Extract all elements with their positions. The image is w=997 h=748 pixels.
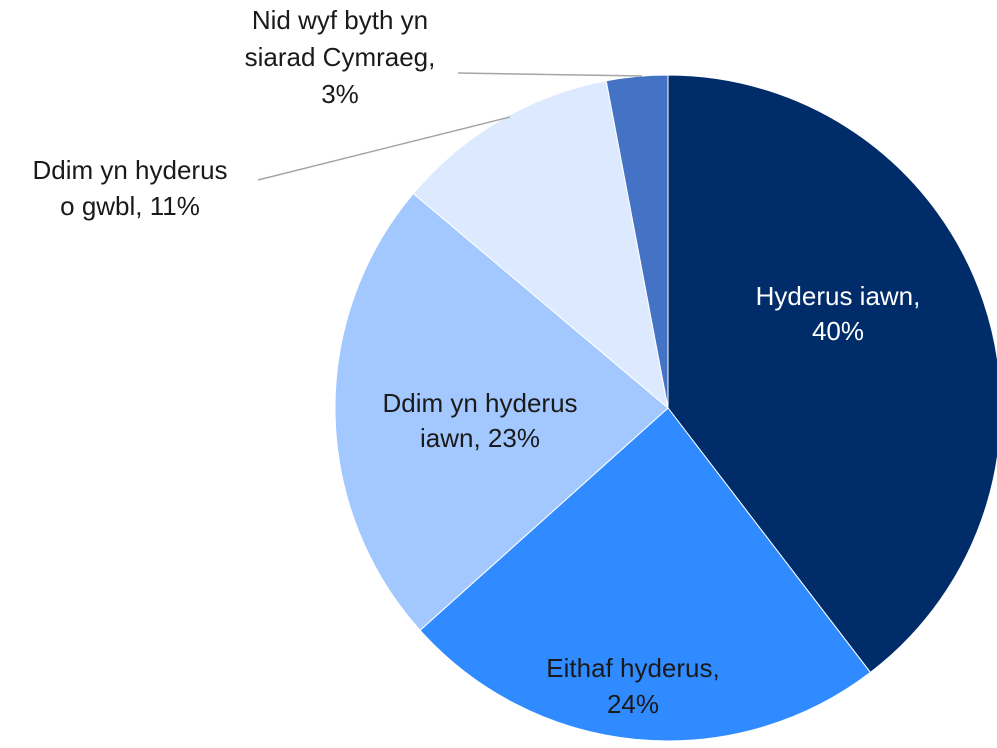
pie-slice xyxy=(419,407,872,742)
data-label: Hyderus iawn, xyxy=(756,281,921,311)
leader-line xyxy=(257,116,511,181)
data-label: 3% xyxy=(321,79,359,109)
leader-line xyxy=(457,72,643,77)
data-label: 40% xyxy=(812,316,864,346)
pie-slice xyxy=(412,80,669,410)
pie-slice xyxy=(334,192,669,632)
data-label: o gwbl, 11% xyxy=(60,191,200,221)
data-label: 24% xyxy=(607,689,659,719)
data-label: siarad Cymraeg, xyxy=(245,42,436,72)
data-label: Nid wyf byth yn xyxy=(252,5,428,35)
data-label: Ddim yn hyderus xyxy=(32,155,227,185)
pie-slice xyxy=(667,74,997,674)
data-label: iawn, 23% xyxy=(420,423,540,453)
data-label: Eithaf hyderus, xyxy=(546,653,719,683)
data-label: Ddim yn hyderus xyxy=(382,388,577,418)
